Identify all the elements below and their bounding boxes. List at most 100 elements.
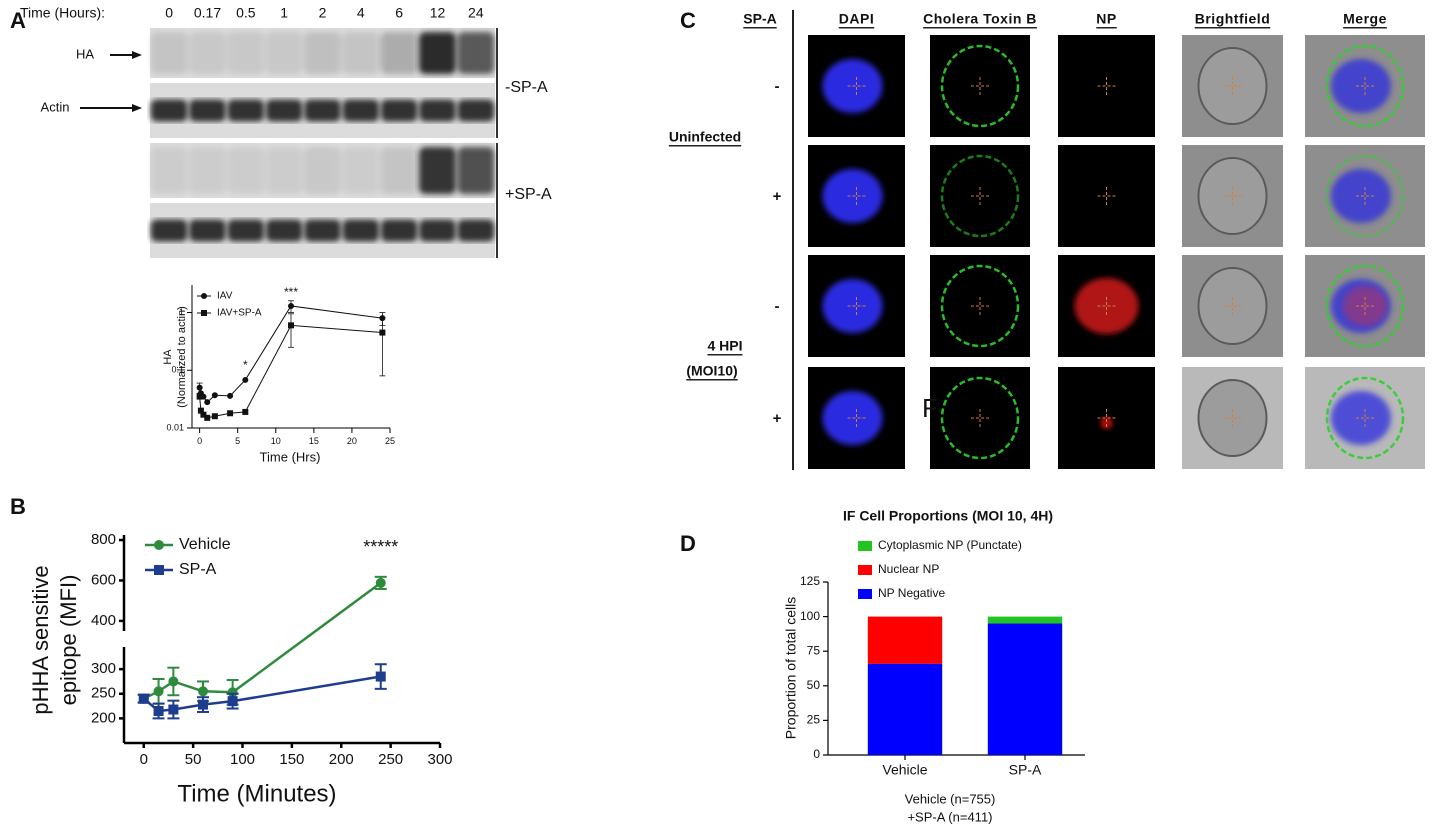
y-tick-label: 200 (91, 709, 116, 726)
image-background (930, 145, 1030, 247)
micrograph (1182, 145, 1283, 247)
blot-band (380, 147, 418, 194)
marker (204, 399, 211, 406)
lane-label: 12 (430, 5, 446, 21)
stray-text: F (922, 393, 938, 423)
lane-label: 0.17 (194, 5, 221, 21)
column-header: Brightfield (1195, 11, 1271, 27)
membrane (1325, 376, 1405, 460)
cell-outline (1197, 379, 1268, 457)
membrane (1325, 44, 1405, 128)
blot-band (227, 32, 265, 74)
marker (198, 686, 208, 697)
group-label: (MOI10) (686, 363, 737, 379)
marker (154, 565, 164, 575)
band-label: HA (76, 46, 94, 61)
blot-band (227, 147, 265, 194)
blot-band (342, 219, 380, 242)
footnote: Vehicle (n=755) (905, 791, 996, 806)
x-tick-label: 20 (347, 436, 357, 446)
marker (154, 540, 164, 550)
legend-label: IAV (217, 291, 233, 302)
blot-band (380, 99, 418, 122)
lane-label: 0.5 (236, 5, 256, 21)
condition-label: +SP-A (505, 186, 552, 203)
lane-label: 1 (280, 5, 288, 21)
arrow-head (132, 104, 142, 112)
micrograph (1182, 35, 1283, 137)
image-background (1058, 145, 1155, 247)
lane-label: 6 (395, 5, 403, 21)
row-sign: + (773, 188, 782, 205)
legend-swatch (858, 589, 872, 599)
marker (200, 411, 207, 418)
blot-band (227, 219, 265, 242)
legend-swatch (858, 541, 872, 551)
panel-label: B (10, 494, 26, 519)
chart-title: IF Cell Proportions (MOI 10, 4H) (843, 508, 1053, 524)
panel-label: A (10, 8, 26, 33)
x-tick-label: SP-A (1009, 762, 1042, 778)
series-line (142, 675, 381, 713)
blot-band (457, 32, 495, 74)
x-axis-label: Time (Minutes) (177, 780, 336, 807)
blot-strip (150, 28, 495, 78)
blot-band (342, 147, 380, 194)
y-tick-label: 300 (91, 660, 116, 677)
blot-strip (150, 143, 495, 198)
x-axis-label: Time (Hrs) (260, 449, 321, 464)
annotation: *** (284, 285, 298, 299)
y-tick-label: 250 (91, 685, 116, 702)
blot-band (380, 219, 418, 242)
y-tick-label: 50 (807, 678, 821, 692)
blot-band (457, 147, 495, 194)
y-tick-label: 600 (91, 571, 116, 588)
marker (288, 302, 294, 309)
marker (197, 407, 204, 414)
y-tick-label: 0 (813, 747, 820, 761)
blot-band (150, 147, 188, 194)
legend-swatch (858, 565, 872, 575)
blot-band (304, 32, 341, 74)
micrograph (1058, 145, 1155, 247)
error-bar (288, 313, 294, 348)
legend-label: SP-A (179, 561, 217, 578)
marker (211, 392, 218, 399)
blot-band (265, 32, 303, 74)
micrograph (808, 145, 905, 247)
marker (211, 413, 218, 420)
micrograph (1305, 255, 1425, 357)
column-header: NP (1096, 11, 1116, 27)
membrane (940, 264, 1020, 348)
y-tick-label: 25 (807, 713, 821, 727)
membrane (940, 154, 1020, 238)
column-header: Cholera Toxin B (923, 11, 1037, 27)
annotation: ***** (363, 537, 398, 557)
x-tick-label: 150 (279, 751, 304, 768)
blot-time-label: Time (Hours): (20, 5, 105, 21)
blot-band (150, 99, 188, 122)
y-axis-label: (Normalized to actin) (176, 306, 188, 407)
micrograph (1305, 145, 1425, 247)
condition-label: -SP-A (505, 79, 548, 96)
x-tick-label: 250 (378, 751, 403, 768)
micrograph (1182, 255, 1283, 357)
marker (242, 408, 249, 415)
legend-label: IAV+SP-A (217, 308, 262, 319)
blot-band (189, 32, 226, 74)
row-sign: - (775, 298, 780, 315)
image-background (1058, 35, 1155, 137)
y-tick-label: 0.01 (166, 422, 184, 432)
marker (201, 293, 207, 299)
x-tick-label: 10 (271, 436, 281, 446)
blot-band (342, 32, 380, 74)
micrograph (1058, 255, 1155, 357)
y-tick-label: 800 (91, 531, 116, 548)
lane-label: 2 (319, 5, 327, 21)
marker (375, 671, 386, 682)
y-axis-label: HA (162, 349, 174, 365)
arrow-head (132, 51, 142, 59)
marker (138, 693, 149, 704)
y-tick-label: 75 (807, 643, 821, 657)
column-header: SP-A (743, 11, 776, 27)
